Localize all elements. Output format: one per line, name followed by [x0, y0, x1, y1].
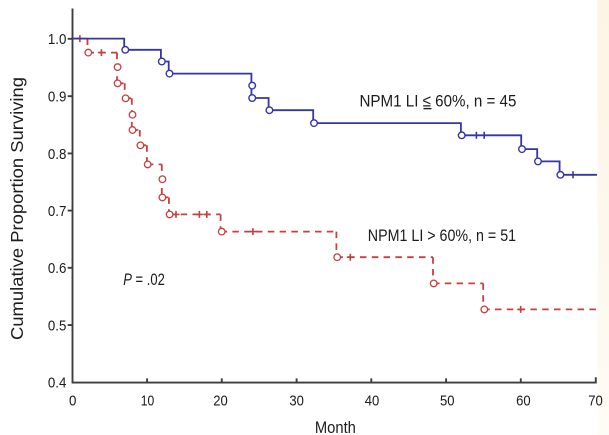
svg-text:Month: Month	[315, 419, 356, 435]
svg-text:1.0: 1.0	[48, 31, 67, 48]
svg-text:NPM1 LI > 60%, n = 51: NPM1 LI > 60%, n = 51	[368, 226, 516, 245]
svg-text:30: 30	[289, 392, 304, 409]
svg-text:Cumulative Proportion Survivin: Cumulative Proportion Surviving	[7, 77, 27, 340]
svg-text:70: 70	[588, 392, 603, 409]
svg-text:0.4: 0.4	[48, 375, 67, 392]
svg-text:P = .02: P = .02	[123, 270, 165, 289]
svg-text:NPM1 LI ≤ 60%, n = 45: NPM1 LI ≤ 60%, n = 45	[360, 92, 517, 111]
svg-text:0: 0	[69, 392, 76, 409]
svg-text:0.9: 0.9	[48, 89, 67, 106]
svg-text:0.5: 0.5	[48, 318, 67, 335]
svg-text:20: 20	[213, 392, 228, 409]
svg-text:40: 40	[365, 392, 380, 409]
svg-text:0.6: 0.6	[48, 260, 67, 277]
svg-text:50: 50	[440, 392, 455, 409]
svg-text:60: 60	[516, 392, 531, 409]
svg-text:0.8: 0.8	[48, 146, 67, 163]
svg-text:10: 10	[141, 392, 155, 409]
svg-text:0.7: 0.7	[48, 203, 67, 220]
